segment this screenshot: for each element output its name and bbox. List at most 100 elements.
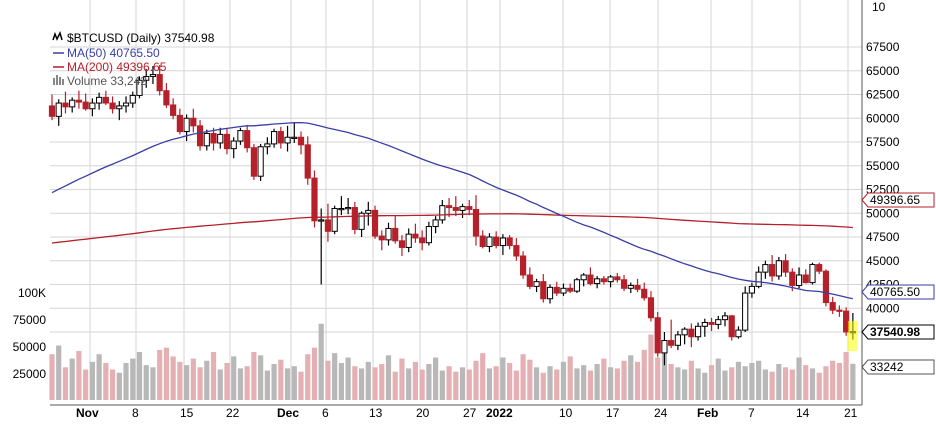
candle-body <box>620 279 628 289</box>
ma50-tag: 40765.50 <box>861 284 935 300</box>
volume-bar <box>796 357 802 400</box>
candle-body <box>466 206 473 210</box>
volume-bar <box>762 369 768 400</box>
candle-body <box>533 281 540 287</box>
volume-bar <box>406 368 412 400</box>
candle-body <box>641 288 648 299</box>
volume-bar <box>136 352 143 400</box>
volume-bar <box>816 372 822 400</box>
candle-body <box>48 105 56 117</box>
candle-body <box>829 302 836 311</box>
candle-body <box>728 315 735 338</box>
volume-bar <box>574 368 580 400</box>
candle-body <box>425 226 432 244</box>
candle-body <box>600 278 607 283</box>
volume-bar <box>776 364 782 400</box>
candle-body <box>594 278 601 285</box>
date-tick-label: 8 <box>132 406 139 420</box>
volume-bar <box>459 367 466 400</box>
volume-bar <box>69 358 75 400</box>
price-tick-label: 57500 <box>866 135 900 149</box>
volume-bar <box>648 334 654 400</box>
candle-body <box>183 117 190 133</box>
volume-bar <box>284 368 291 400</box>
volume-bar <box>224 362 230 400</box>
volume-bar <box>749 362 755 400</box>
candle-body <box>190 117 197 127</box>
volume-bar <box>520 354 526 400</box>
volume-bar <box>372 367 378 400</box>
price-candles <box>48 65 856 366</box>
candle-body <box>567 287 574 292</box>
ma200-line <box>51 213 853 244</box>
candle-body <box>735 329 742 338</box>
volume-bar <box>567 356 573 400</box>
date-tick-label: Feb <box>697 406 718 420</box>
volume-bar <box>177 361 183 400</box>
candle-body <box>75 99 83 103</box>
volume-bar <box>675 367 681 400</box>
candle-body <box>452 207 459 211</box>
candle-body <box>82 101 89 110</box>
candle-body <box>634 284 641 290</box>
candle-body <box>553 286 560 294</box>
candle-body <box>371 209 379 237</box>
volume-bar <box>385 355 392 400</box>
legend-ma200: MA(200) 49396.65 <box>53 60 167 74</box>
candle-body <box>89 102 96 110</box>
volume-bar <box>735 361 742 400</box>
candle-body <box>163 90 170 106</box>
date-tick-label: Nov <box>76 406 99 420</box>
volume-bar <box>540 372 546 400</box>
date-tick-label: 15 <box>180 406 194 420</box>
volume-bar <box>547 366 553 400</box>
volume-bar <box>688 360 694 400</box>
candle-body <box>149 74 157 77</box>
volume-bar <box>231 356 237 400</box>
candle-body <box>546 286 554 300</box>
volume-bar <box>210 352 217 400</box>
candle-body <box>230 140 237 150</box>
volume-bar <box>258 355 264 400</box>
ma50-tag-text: 40765.50 <box>870 285 920 299</box>
date-tick-label: 13 <box>369 406 383 420</box>
candle-body <box>520 255 527 276</box>
date-tick-label: 2022 <box>486 406 513 420</box>
candle-body <box>607 276 614 283</box>
volume-bar <box>271 364 277 400</box>
candle-body <box>69 99 76 108</box>
volume-bar <box>116 372 122 400</box>
candle-body <box>795 274 803 286</box>
candle-body <box>324 219 332 232</box>
volume-bar <box>358 368 365 400</box>
volume-bar <box>298 371 304 400</box>
last-price-tag-text: 37540.98 <box>870 325 920 339</box>
volume-bar <box>655 357 661 400</box>
volume-tick-label: 75000 <box>13 313 47 327</box>
candle-body <box>674 334 681 346</box>
volume-bar <box>769 371 775 400</box>
candle-body <box>661 340 668 354</box>
candle-body <box>170 104 177 116</box>
candle-body <box>742 292 749 331</box>
volume-bar <box>702 372 708 400</box>
volume-bar <box>560 361 567 400</box>
volume-bar <box>527 359 533 400</box>
volume-bar <box>708 365 715 400</box>
candle-body <box>136 79 143 96</box>
date-tick-label: 14 <box>796 406 810 420</box>
legend-ma200-text: MA(200) 49396.65 <box>67 60 167 74</box>
volume-tag-text: 33242 <box>870 360 904 374</box>
chart-legend: $BTCUSD (Daily) 37540.98 MA(50) 40765.50… <box>51 30 215 88</box>
chart-icon <box>52 30 63 41</box>
candle-body <box>122 102 130 107</box>
price-tick-label: 47500 <box>866 230 900 244</box>
volume-bar <box>412 361 419 400</box>
volume-bar <box>668 364 674 400</box>
candle-body <box>143 75 150 81</box>
candle-body <box>385 227 392 241</box>
candle-body <box>156 74 163 92</box>
volume-bars-icon <box>53 75 64 85</box>
candle-body <box>318 219 325 222</box>
candle-body <box>250 147 258 177</box>
